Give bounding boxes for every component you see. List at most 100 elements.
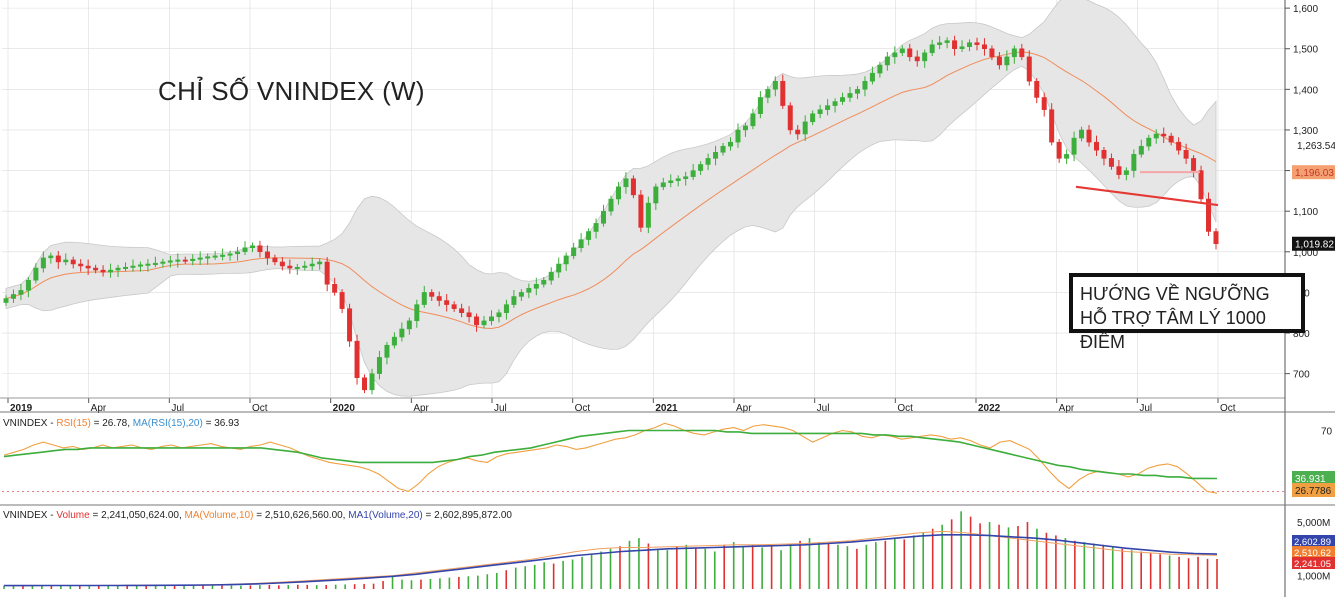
xtick-label: Oct [252, 403, 268, 414]
volume-value-tag-bg [1292, 546, 1335, 558]
volume-header-part: = 2,241,050,624.00, [90, 510, 185, 521]
xtick-label: 2022 [978, 403, 1001, 414]
candle-body [825, 105, 831, 110]
volume-value-tag-bg [1292, 557, 1335, 569]
candle-body [645, 202, 651, 228]
candle-body [1161, 133, 1167, 137]
candle-body [406, 320, 412, 330]
candle-body [48, 255, 54, 259]
volume-header-part: Volume [56, 510, 90, 521]
candle-body [586, 231, 592, 240]
candle-body [444, 300, 450, 305]
candle-body [466, 312, 472, 318]
candle-body [272, 257, 278, 263]
candle-body [780, 80, 786, 106]
candle-body [548, 271, 554, 281]
candle-body [698, 164, 704, 171]
candle-body [563, 255, 569, 265]
annotation-line-2: HỖ TRỢ TÂM LÝ 1000 ĐIỂM [1080, 308, 1266, 352]
price-tag-bg [1292, 236, 1335, 251]
annotation-line-1: HƯỚNG VỀ NGƯỠNG [1080, 284, 1270, 304]
candle-body [630, 178, 636, 196]
candle-body [85, 265, 91, 269]
volume-panel: VNINDEX - Volume = 2,241,050,624.00, MA(… [3, 510, 1335, 589]
candle-body [93, 267, 99, 271]
candle-body [922, 52, 928, 62]
candle-body [772, 80, 778, 90]
candle-body [1101, 150, 1107, 159]
rsi-ma-line [3, 429, 1218, 480]
candle-body [10, 294, 16, 299]
candle-body [989, 48, 995, 58]
candle-body [429, 292, 435, 297]
candle-body [1064, 154, 1070, 159]
price-ytick-label: 800 [1293, 329, 1310, 340]
candle-body [197, 257, 203, 260]
candle-body [959, 46, 965, 49]
candle-body [1094, 141, 1099, 151]
volume-header-part: = 2,510,626,560.00, [253, 510, 348, 521]
rsi-header-part: RSI(15) [56, 418, 90, 429]
candle-body [347, 308, 353, 342]
candle-body [750, 113, 756, 127]
xtick-label: Jul [494, 403, 507, 414]
volume-ytick-label: 5,000M [1297, 518, 1330, 529]
candle-body [1011, 48, 1017, 58]
candle-body [1049, 109, 1055, 143]
rsi-line [3, 422, 1218, 494]
candle-body [33, 267, 39, 281]
candle-body [720, 145, 726, 153]
candle-body [264, 251, 270, 259]
candle-body [795, 129, 801, 135]
candle-body [735, 129, 741, 143]
xtick-label: 2021 [655, 403, 678, 414]
candle-body [324, 261, 330, 285]
candle-body [481, 320, 487, 326]
candle-body [294, 266, 300, 269]
xtick-label: Apr [736, 403, 752, 414]
candle-body [765, 89, 771, 98]
candle-body [249, 245, 255, 248]
candle-body [130, 265, 136, 268]
candle-body [862, 80, 868, 90]
price-ytick-label: 1,000 [1293, 248, 1318, 259]
xtick-label: Jul [171, 403, 184, 414]
candle-body [869, 72, 875, 82]
volume-value-tag-text: 2,510.62 [1294, 548, 1331, 559]
candle-body [728, 141, 733, 147]
candle-body [145, 263, 151, 266]
price-ytick-label: 1,600 [1293, 4, 1318, 15]
candle-body [907, 48, 913, 58]
xtick-label: Oct [575, 403, 591, 414]
candle-body [1191, 158, 1197, 171]
candle-body [713, 152, 719, 159]
xtick-label: Oct [897, 403, 913, 414]
candle-body [55, 255, 61, 263]
candle-body [1041, 97, 1047, 110]
candle-body [309, 263, 315, 267]
candle-body [937, 42, 943, 45]
candle-body [899, 48, 905, 54]
candle-body [1086, 129, 1092, 143]
candle-body [556, 263, 562, 273]
candle-body [421, 292, 427, 305]
candle-body [459, 308, 465, 313]
candle-body [182, 259, 188, 262]
price-label: 1,263.54 [1297, 141, 1335, 152]
rsi-header-part: VNINDEX - [3, 418, 56, 429]
candle-body [668, 180, 674, 184]
price-ytick-label: 1,300 [1293, 126, 1318, 137]
candle-body [1123, 170, 1129, 175]
candle-body [914, 56, 920, 62]
candle-body [175, 259, 181, 262]
candle-body [1004, 56, 1010, 66]
candle-body [152, 262, 158, 265]
candle-body [205, 256, 211, 259]
candle-body [601, 210, 607, 224]
candle-body [167, 260, 173, 263]
candle-body [1176, 141, 1182, 151]
candle-body [1108, 158, 1114, 167]
volume-value-tag-text: 2,602.89 [1294, 537, 1331, 548]
candle-body [877, 64, 883, 74]
candle-body [1198, 170, 1204, 200]
